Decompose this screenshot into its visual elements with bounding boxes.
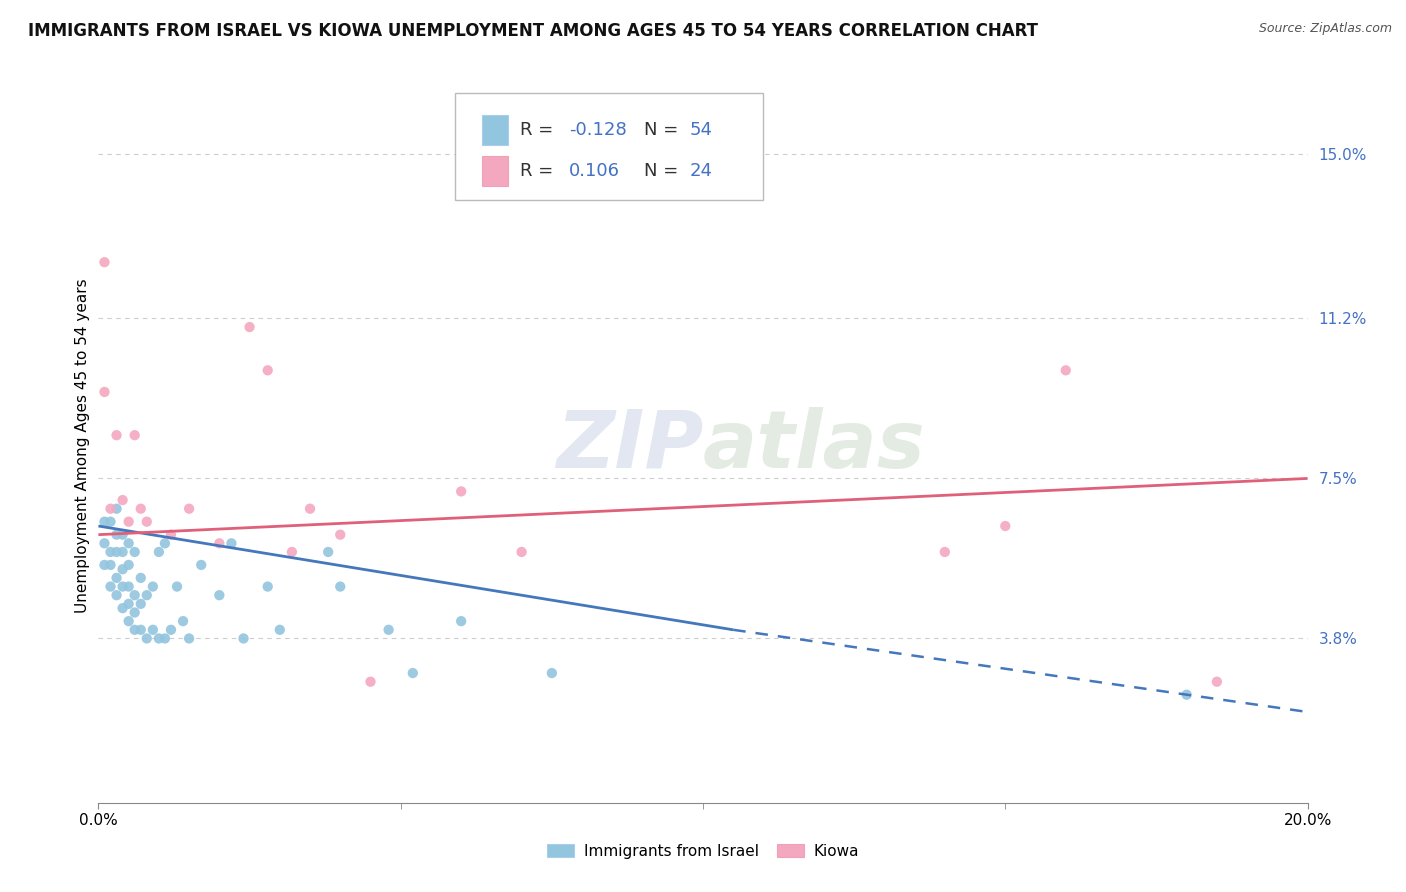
FancyBboxPatch shape — [456, 93, 763, 200]
Text: N =: N = — [644, 162, 683, 180]
Point — [111, 493, 134, 508]
Text: atlas: atlas — [703, 407, 925, 485]
Point — [179, 632, 201, 646]
Point — [172, 614, 194, 628]
Point — [118, 515, 141, 529]
Point — [93, 536, 115, 550]
Point — [118, 536, 141, 550]
Point — [93, 384, 115, 399]
Point — [281, 545, 304, 559]
Point — [111, 562, 134, 576]
Point — [510, 545, 533, 559]
Point — [111, 545, 134, 559]
Point — [105, 571, 128, 585]
Point — [160, 623, 183, 637]
Point — [994, 519, 1017, 533]
Point — [93, 255, 115, 269]
Point — [153, 632, 176, 646]
Point — [377, 623, 399, 637]
Point — [100, 580, 122, 594]
Point — [111, 580, 134, 594]
Text: 0.106: 0.106 — [569, 162, 620, 180]
Point — [450, 484, 472, 499]
Legend: Immigrants from Israel, Kiowa: Immigrants from Israel, Kiowa — [540, 836, 866, 866]
Point — [135, 588, 157, 602]
Point — [111, 601, 134, 615]
Bar — [482, 156, 509, 186]
Point — [124, 623, 146, 637]
Point — [329, 527, 352, 541]
Text: R =: R = — [520, 121, 560, 139]
Point — [934, 545, 956, 559]
Point — [1206, 674, 1229, 689]
Point — [124, 606, 146, 620]
Point — [135, 515, 157, 529]
Point — [1175, 688, 1198, 702]
Point — [1054, 363, 1077, 377]
Point — [142, 580, 165, 594]
Point — [105, 545, 128, 559]
Point — [148, 632, 170, 646]
Point — [221, 536, 243, 550]
Point — [118, 614, 141, 628]
Text: R =: R = — [520, 162, 560, 180]
Text: IMMIGRANTS FROM ISRAEL VS KIOWA UNEMPLOYMENT AMONG AGES 45 TO 54 YEARS CORRELATI: IMMIGRANTS FROM ISRAEL VS KIOWA UNEMPLOY… — [28, 22, 1038, 40]
Point — [93, 558, 115, 572]
Point — [129, 571, 152, 585]
Point — [256, 580, 278, 594]
Point — [105, 527, 128, 541]
Point — [105, 588, 128, 602]
Point — [540, 666, 562, 681]
Point — [124, 428, 146, 442]
Point — [299, 501, 322, 516]
Point — [179, 501, 201, 516]
Point — [129, 597, 152, 611]
Point — [105, 501, 128, 516]
Point — [105, 428, 128, 442]
Point — [232, 632, 254, 646]
Point — [100, 545, 122, 559]
Point — [160, 527, 183, 541]
Point — [129, 623, 152, 637]
Point — [135, 632, 157, 646]
Point — [329, 580, 352, 594]
Bar — [482, 115, 509, 145]
Point — [100, 515, 122, 529]
Point — [148, 545, 170, 559]
Point — [111, 527, 134, 541]
Point — [124, 545, 146, 559]
Point — [190, 558, 212, 572]
Text: 24: 24 — [690, 162, 713, 180]
Point — [239, 320, 262, 334]
Point — [118, 580, 141, 594]
Point — [118, 558, 141, 572]
Point — [450, 614, 472, 628]
Point — [360, 674, 382, 689]
Point — [402, 666, 425, 681]
Point — [93, 515, 115, 529]
Point — [153, 536, 176, 550]
Text: -0.128: -0.128 — [569, 121, 627, 139]
Point — [208, 588, 231, 602]
Point — [100, 558, 122, 572]
Point — [118, 597, 141, 611]
Text: Source: ZipAtlas.com: Source: ZipAtlas.com — [1258, 22, 1392, 36]
Point — [208, 536, 231, 550]
Text: N =: N = — [644, 121, 683, 139]
Point — [124, 588, 146, 602]
Point — [256, 363, 278, 377]
Point — [316, 545, 339, 559]
Point — [100, 501, 122, 516]
Point — [269, 623, 291, 637]
Text: 54: 54 — [690, 121, 713, 139]
Text: ZIP: ZIP — [555, 407, 703, 485]
Point — [129, 501, 152, 516]
Point — [166, 580, 188, 594]
Point — [142, 623, 165, 637]
Y-axis label: Unemployment Among Ages 45 to 54 years: Unemployment Among Ages 45 to 54 years — [75, 278, 90, 614]
